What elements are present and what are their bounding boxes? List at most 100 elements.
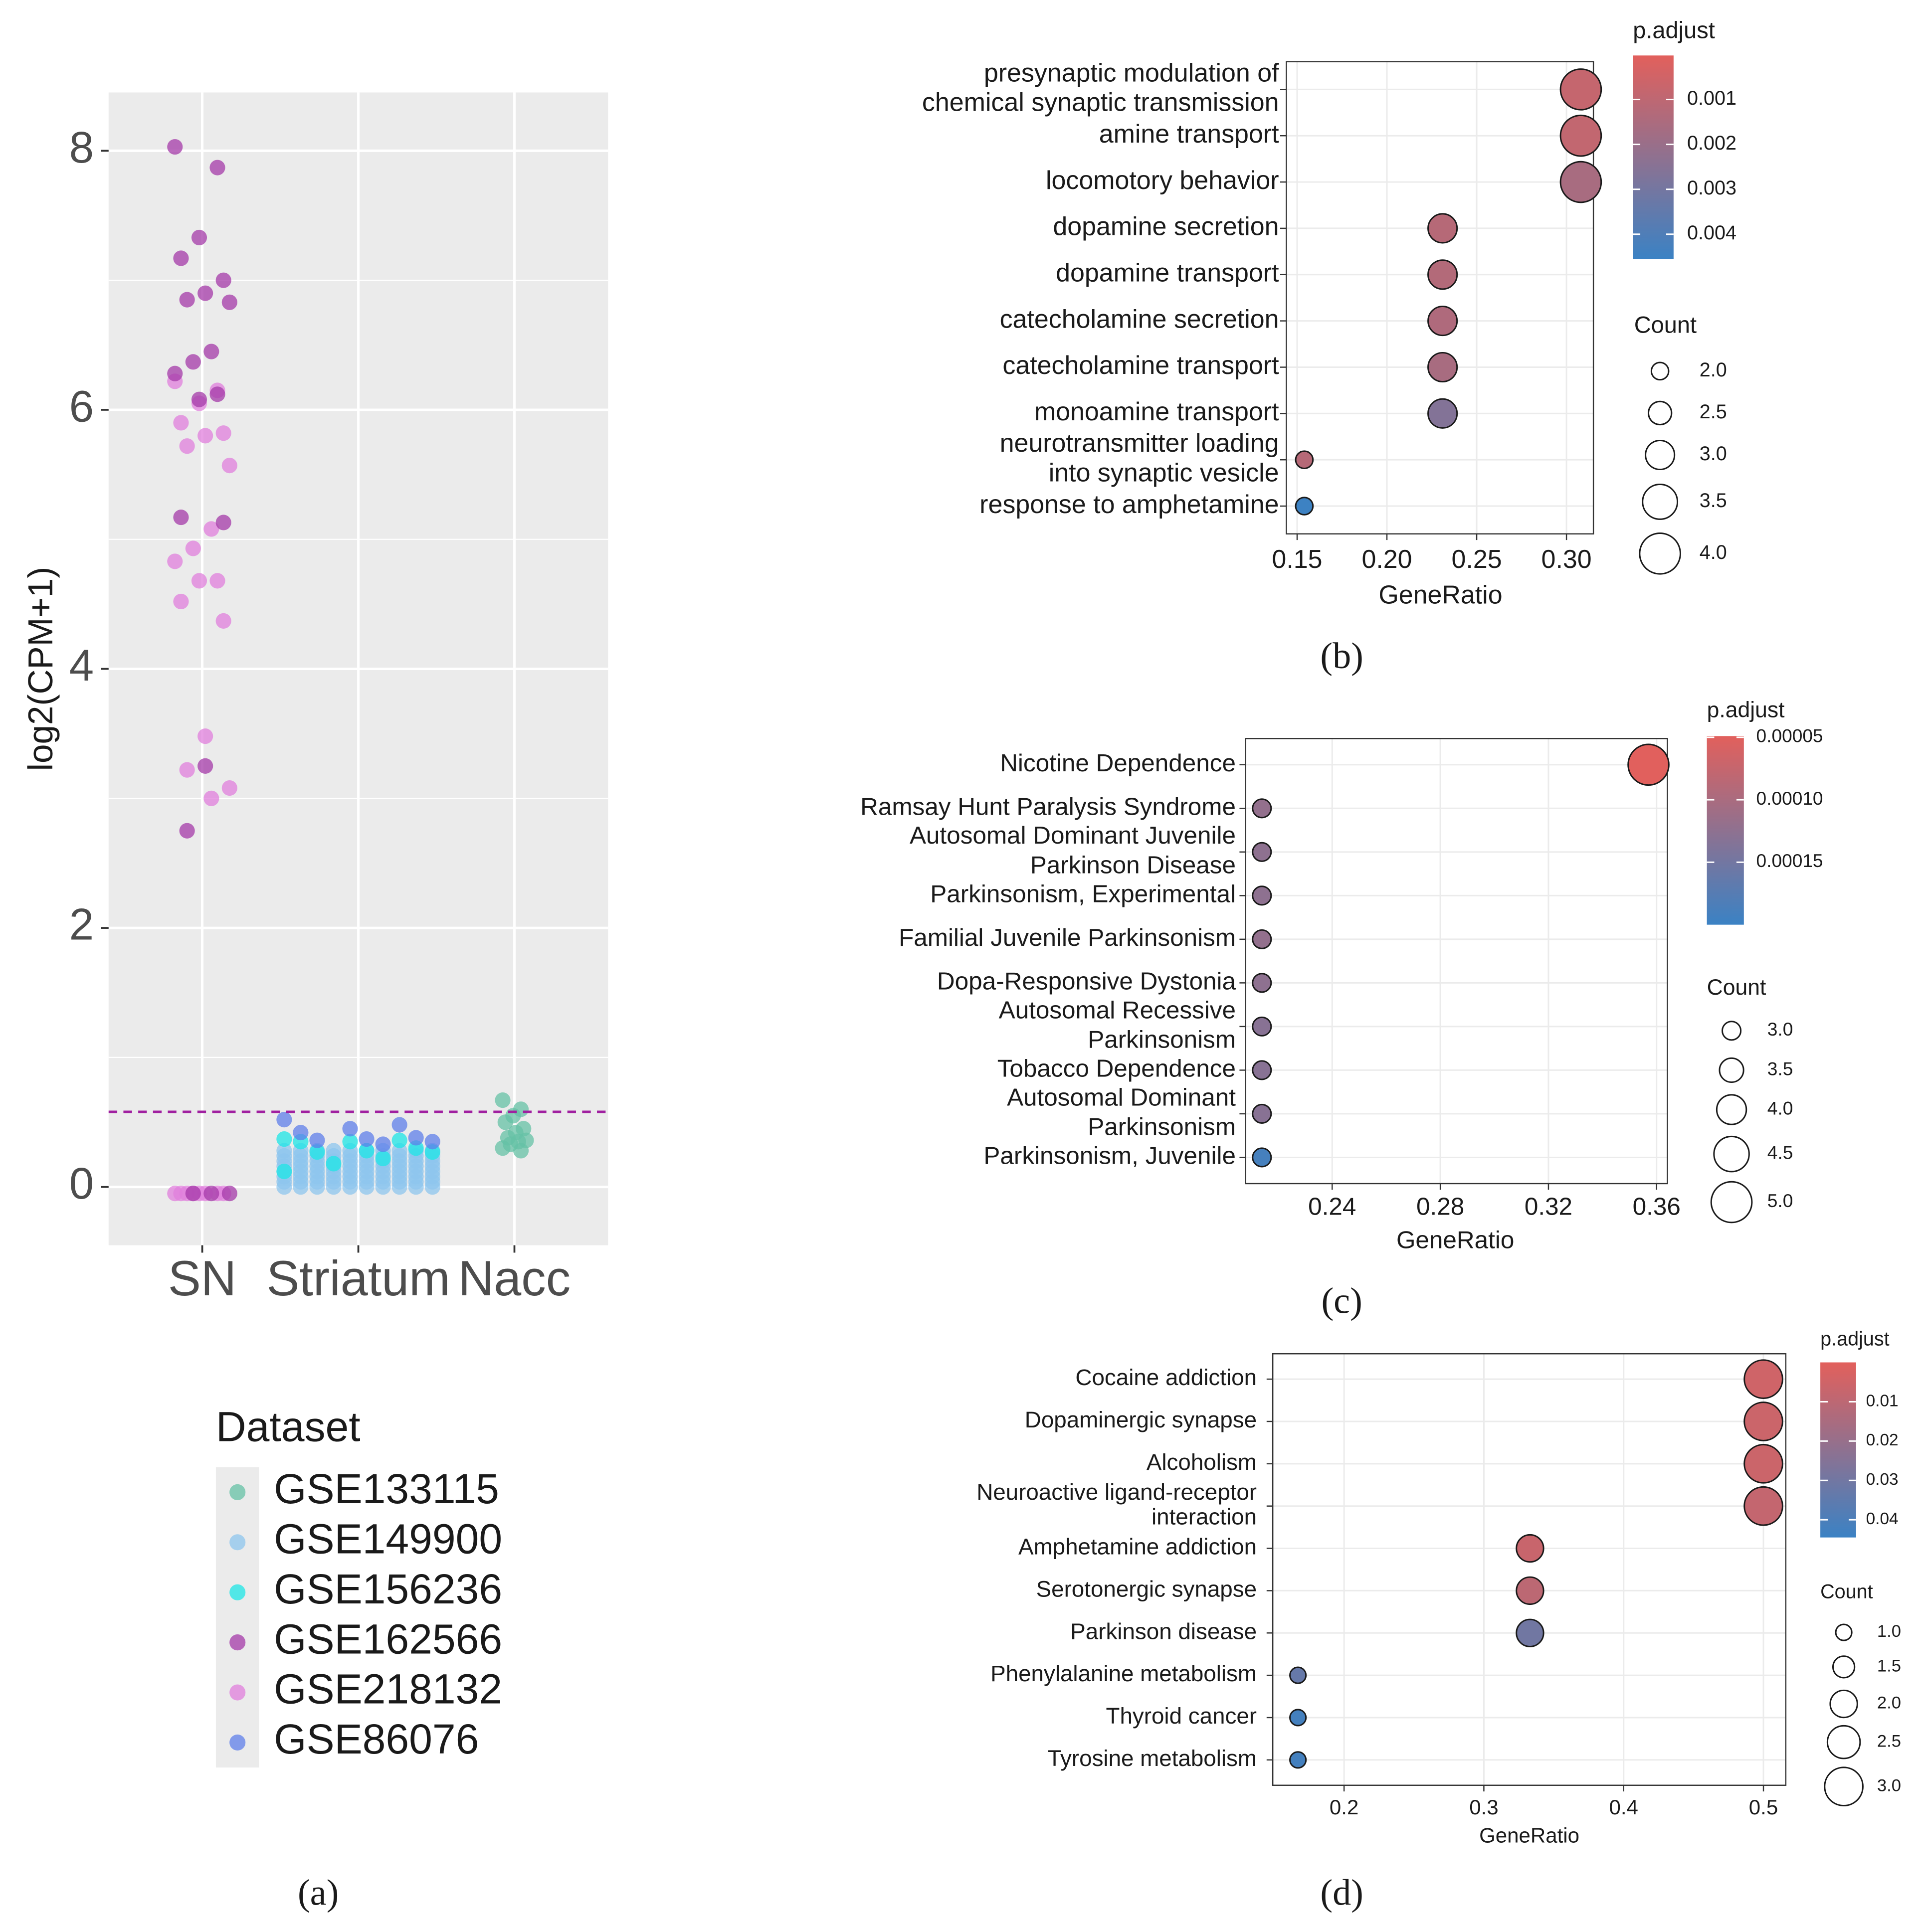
point <box>391 1117 407 1133</box>
dot <box>1252 842 1272 862</box>
x-tick-label: 0.24 <box>1308 1193 1356 1220</box>
point <box>185 354 201 370</box>
y-tick-label: Parkinsonism <box>1088 1026 1236 1054</box>
y-tick-label: Parkinson disease <box>1070 1618 1257 1644</box>
y-tick-label: Autosomal Dominant <box>1007 1083 1236 1111</box>
x-tick-label: 0.2 <box>1330 1795 1358 1819</box>
point <box>215 515 231 530</box>
point <box>197 728 213 744</box>
legend-label: GSE156236 <box>274 1566 502 1612</box>
point <box>173 415 189 431</box>
y-tick-label: Thyroid cancer <box>1106 1703 1257 1729</box>
panel-label: (d) <box>1320 1872 1363 1913</box>
colorbar-tick-label: 0.00005 <box>1756 725 1823 746</box>
point <box>408 1130 424 1146</box>
point <box>209 386 225 402</box>
colorbar <box>1820 1362 1856 1538</box>
point <box>221 1186 237 1202</box>
point <box>173 250 189 266</box>
colorbar-tick-label: 0.00010 <box>1756 788 1823 809</box>
colorbar-tick-label: 0.002 <box>1687 132 1736 154</box>
x-tick-label: 0.15 <box>1272 545 1322 574</box>
x-tick-label: 0.20 <box>1361 545 1412 574</box>
colorbar-tick-label: 0.004 <box>1687 222 1736 244</box>
point <box>203 521 219 537</box>
dot <box>1252 973 1272 993</box>
dot <box>1295 450 1314 469</box>
y-tick-label: Phenylalanine metabolism <box>990 1661 1257 1686</box>
dot <box>1289 1751 1307 1769</box>
dot <box>1427 351 1458 383</box>
dot <box>1252 1060 1272 1080</box>
size-legend-marker <box>1639 532 1681 575</box>
legend-label: GSE162566 <box>274 1615 502 1662</box>
point <box>173 510 189 526</box>
point <box>179 292 195 308</box>
point <box>309 1144 325 1160</box>
legend-marker <box>229 1734 246 1751</box>
size-legend-label: 3.5 <box>1767 1058 1793 1079</box>
point <box>215 425 231 441</box>
size-legend-marker <box>1713 1135 1750 1173</box>
legend-marker <box>229 1484 246 1500</box>
y-tick-label: Amphetamine addiction <box>1018 1534 1257 1560</box>
colorbar-tick-label: 0.001 <box>1687 87 1736 109</box>
y-tick-label: 2 <box>69 899 94 949</box>
y-tick-label: amine transport <box>1099 120 1279 149</box>
point <box>221 294 237 310</box>
x-tick-label: Nacc <box>458 1250 571 1306</box>
y-tick-label: 8 <box>69 122 94 172</box>
point <box>375 1150 391 1167</box>
legend-key-background <box>215 1467 259 1768</box>
y-tick-label: 4 <box>69 640 94 690</box>
colorbar-tick-label: 0.01 <box>1866 1392 1899 1410</box>
point <box>221 780 237 796</box>
y-tick-label: locomotory behavior <box>1046 166 1279 195</box>
size-legend-label: 3.5 <box>1700 490 1727 512</box>
point <box>513 1143 529 1159</box>
point <box>375 1136 391 1152</box>
colorbar-title: p.adjust <box>1707 698 1785 722</box>
point <box>276 1163 292 1180</box>
x-axis-title: GeneRatio <box>1396 1226 1514 1253</box>
point <box>185 1186 201 1202</box>
size-legend-marker <box>1824 1766 1864 1807</box>
dot <box>1427 306 1458 337</box>
legend-marker <box>229 1684 246 1701</box>
point <box>276 1131 292 1147</box>
point <box>495 1092 511 1108</box>
y-tick-label: Parkinsonism, Juvenile <box>983 1142 1236 1170</box>
point <box>326 1156 342 1172</box>
legend-label: GSE218132 <box>274 1666 502 1713</box>
y-tick-label: interaction <box>1152 1504 1257 1530</box>
x-tick-label: SN <box>168 1250 236 1306</box>
y-tick-label: Neuroactive ligand-receptor <box>976 1479 1257 1505</box>
colorbar-tick-label: 0.03 <box>1866 1470 1899 1489</box>
y-tick-label: Autosomal Recessive <box>999 996 1236 1024</box>
point <box>203 790 219 806</box>
dot <box>1289 1709 1307 1727</box>
size-legend-marker <box>1716 1094 1747 1125</box>
point <box>179 762 195 778</box>
y-tick-label: Dopa-Responsive Dystonia <box>937 967 1236 995</box>
dot <box>1559 161 1602 203</box>
point <box>342 1121 358 1137</box>
dot <box>1743 1486 1783 1526</box>
dot <box>1252 798 1272 819</box>
y-tick-label: neurotransmitter loading <box>1000 429 1279 458</box>
dot <box>1252 1016 1272 1037</box>
legend-marker <box>229 1634 246 1651</box>
colorbar-tick-label: 0.00015 <box>1756 850 1823 871</box>
size-legend-label: 3.0 <box>1877 1776 1901 1795</box>
colorbar-tick-label: 0.02 <box>1866 1431 1899 1449</box>
size-legend-label: 2.0 <box>1700 359 1727 381</box>
size-legend-title: Count <box>1707 975 1766 1000</box>
size-legend-marker <box>1650 361 1670 381</box>
colorbar <box>1707 736 1744 925</box>
y-tick-label: presynaptic modulation of <box>984 58 1279 87</box>
point <box>342 1134 358 1150</box>
dot <box>1289 1666 1307 1684</box>
panel-background <box>1273 1354 1786 1785</box>
y-tick-label: Alcoholism <box>1147 1449 1257 1475</box>
